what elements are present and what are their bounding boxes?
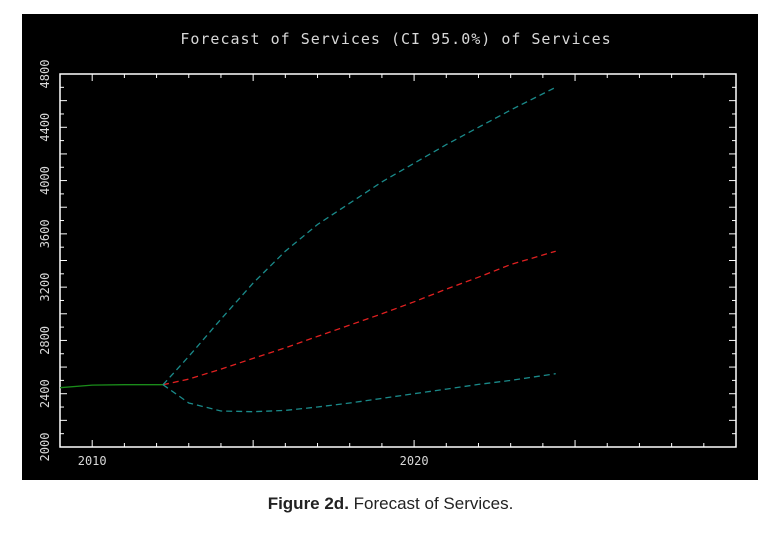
figure-caption: Figure 2d. Forecast of Services.	[0, 494, 781, 514]
series-layer	[59, 86, 556, 413]
ticks-layer: 2000 2400 2800 3200 3600 4000 4400 4800 2010 2020	[38, 60, 737, 468]
y-tick-label: 2000	[38, 433, 52, 462]
chart-panel: Forecast of Services (CI 95.0%) of Servi…	[22, 14, 758, 480]
series-line-2	[162, 86, 556, 386]
caption-label: Figure 2d.	[267, 494, 349, 513]
y-tick-label: 2400	[38, 379, 52, 408]
x-tick-label: 2020	[400, 454, 429, 468]
series-line-0	[59, 384, 163, 389]
x-tick-label: 2010	[78, 454, 107, 468]
forecast-chart: Forecast of Services (CI 95.0%) of Servi…	[38, 30, 737, 468]
plot-frame	[59, 73, 737, 448]
y-tick-label: 3600	[38, 219, 52, 248]
y-tick-label: 3200	[38, 273, 52, 302]
y-tick-label: 4400	[38, 113, 52, 142]
series-line-3	[162, 373, 556, 413]
y-tick-label: 4800	[38, 60, 52, 89]
chart-title: Forecast of Services (CI 95.0%) of Servi…	[180, 30, 611, 48]
y-tick-label: 2800	[38, 326, 52, 355]
y-tick-label: 4000	[38, 166, 52, 195]
series-line-1	[162, 250, 556, 386]
caption-text: Forecast of Services.	[348, 494, 514, 513]
